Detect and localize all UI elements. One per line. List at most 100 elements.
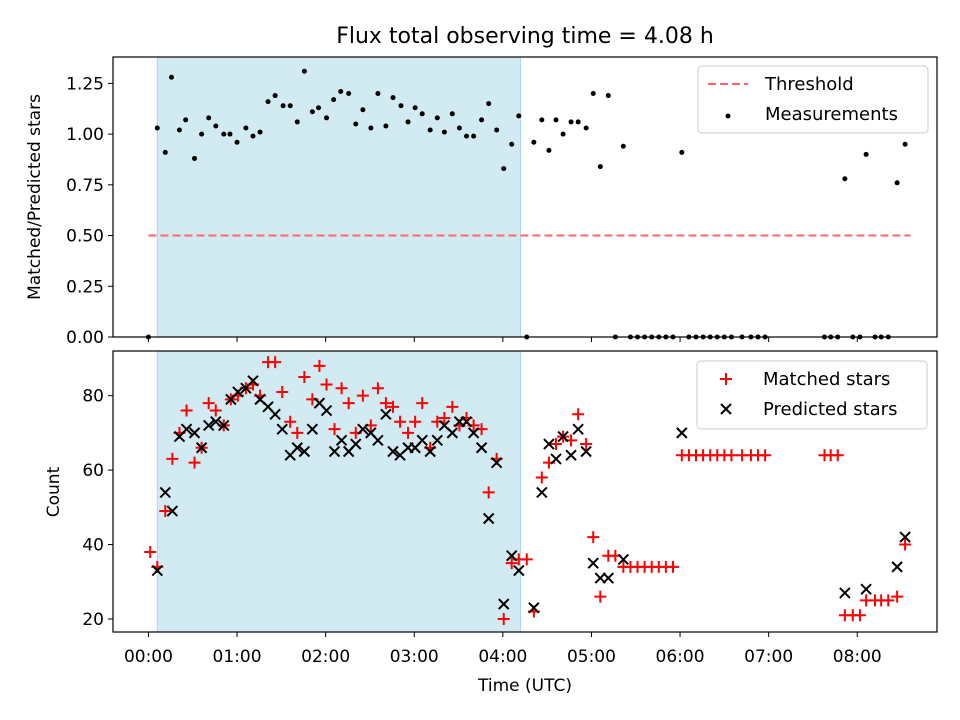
matched-star-point — [572, 408, 585, 421]
predicted-legend-label: Predicted stars — [763, 399, 897, 420]
matched-star-point — [328, 423, 341, 436]
x-tick-label: 08:00 — [833, 647, 882, 667]
predicted-star-point — [232, 386, 244, 398]
matched-star-point — [402, 426, 415, 439]
predicted-legend-swatch — [720, 403, 732, 415]
measurement-point — [539, 117, 545, 123]
matched-star-point — [759, 449, 772, 462]
measurement-point — [412, 105, 418, 111]
matched-legend-swatch — [720, 373, 732, 385]
matched-star-point — [899, 538, 912, 551]
measurements-legend-swatch — [725, 113, 731, 119]
measurement-point — [346, 91, 352, 97]
predicted-star-point — [328, 445, 341, 458]
matched-star-point — [342, 397, 355, 410]
matched-star-point — [853, 609, 866, 622]
predicted-star-point — [498, 598, 510, 610]
matched-star-point — [188, 456, 201, 469]
matched-star-point — [416, 397, 429, 410]
top-axis-ticks: 0.00 0.25 0.50 0.75 1.00 1.25 — [66, 74, 858, 348]
predicted-star-point — [424, 445, 436, 458]
measurement-point — [309, 109, 315, 115]
top-panel-frame — [112, 56, 938, 338]
y-tick-label: 60 — [82, 461, 104, 481]
y-tick-label: 0.75 — [66, 176, 104, 196]
predicted-star-point — [159, 486, 171, 499]
predicted-star-point — [490, 456, 503, 469]
matched-star-point — [438, 411, 451, 424]
predicted-star-point — [151, 564, 164, 577]
predicted-star-point — [291, 442, 303, 454]
bottom-panel: 20 40 60 80 00:00 01:00 02:00 03:00 04:00 05:00 06… — [44, 350, 938, 696]
matched-star-point — [497, 612, 510, 625]
predicted-star-point — [210, 416, 222, 428]
measurement-point — [583, 125, 589, 131]
x-axis-label: Time (UTC) — [477, 676, 572, 696]
predicted-star-point — [676, 427, 688, 439]
matched-star-point — [386, 400, 399, 413]
predicted-star-point — [416, 434, 428, 447]
predicted-star-point — [617, 553, 630, 566]
predicted-star-point — [195, 442, 208, 454]
measurement-point — [287, 103, 293, 109]
matched-star-point — [202, 397, 215, 410]
matched-star-point — [535, 471, 548, 484]
matched-legend-label: Matched stars — [763, 369, 890, 390]
measurement-point — [360, 107, 366, 113]
measurement-point — [221, 131, 227, 137]
measurement-point — [597, 164, 603, 170]
x-tick-label: 03:00 — [390, 647, 439, 667]
bottom-ylabel: Count — [44, 466, 64, 517]
measurements-legend-label: Measurements — [765, 104, 898, 125]
measurement-point — [479, 117, 485, 123]
measurement-point — [531, 139, 537, 145]
measurement-point — [405, 119, 411, 125]
figure-title: Flux total observing time = 4.08 h — [336, 24, 714, 49]
predicted-star-point — [580, 445, 592, 458]
matched-star-point — [587, 531, 600, 544]
measurement-point — [192, 155, 198, 161]
bottom-panel-frame — [112, 350, 938, 633]
matched-star-point — [298, 371, 311, 384]
x-tick-label: 01:00 — [213, 647, 262, 667]
x-tick-label: 00:00 — [124, 647, 173, 667]
measurement-point — [902, 141, 908, 147]
y-tick-label: 0.00 — [66, 328, 104, 348]
measurement-point — [516, 113, 522, 119]
measurement-point — [176, 127, 182, 133]
matched-star-point — [356, 389, 369, 402]
measurement-point — [553, 117, 559, 123]
matched-star-point — [446, 400, 459, 413]
measurement-point — [590, 91, 596, 97]
matched-star-point — [144, 545, 157, 558]
x-tick-label: 05:00 — [567, 647, 616, 667]
matched-star-point — [313, 359, 326, 372]
measurement-point — [294, 119, 300, 125]
measurement-point — [419, 111, 425, 117]
measurement-point — [509, 141, 515, 147]
threshold-legend-label: Threshold — [764, 74, 854, 95]
predicted-star-point — [350, 438, 362, 450]
matched-star-point — [725, 449, 738, 462]
matched-star-point — [209, 404, 222, 417]
measurement-point — [441, 129, 447, 135]
measurement-point — [471, 133, 477, 139]
measurement-point — [168, 74, 174, 80]
top-legend: Threshold Measurements — [697, 65, 929, 134]
predicted-star-point — [482, 512, 495, 525]
y-tick-label: 1.25 — [66, 74, 104, 94]
predicted-star-point — [357, 423, 369, 435]
predicted-star-point — [557, 430, 569, 443]
measurement-point — [449, 111, 455, 117]
predicted-star-point — [572, 423, 584, 435]
measurement-point — [243, 125, 249, 131]
measurement-point — [486, 101, 492, 107]
measurement-point — [316, 105, 322, 111]
measurement-point — [842, 176, 848, 182]
measurement-point — [501, 166, 507, 172]
predicted-star-point — [188, 427, 201, 439]
measurement-point — [605, 93, 611, 99]
matched-star-point — [882, 594, 895, 607]
measurement-point — [280, 103, 286, 109]
